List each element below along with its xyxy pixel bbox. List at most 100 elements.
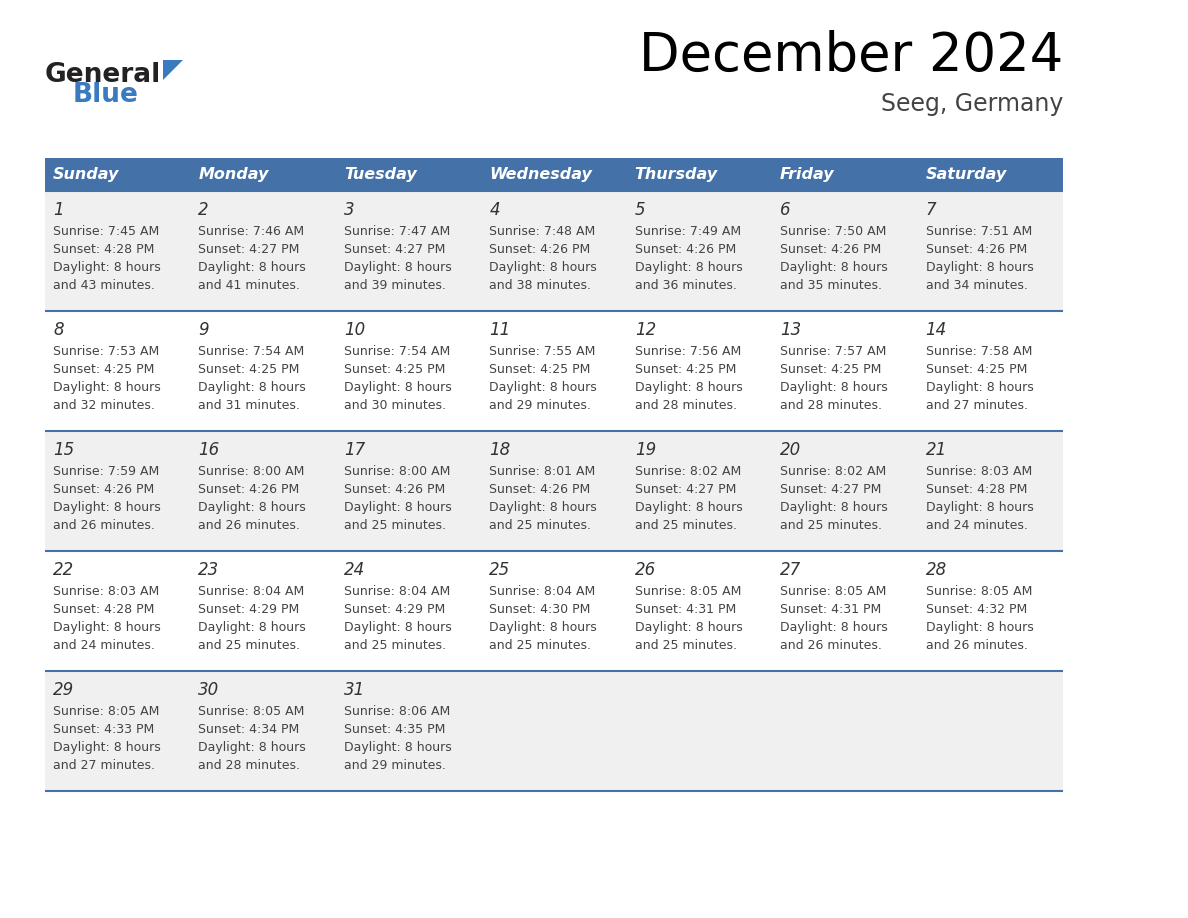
Text: Daylight: 8 hours: Daylight: 8 hours bbox=[53, 501, 160, 514]
Text: Sunset: 4:30 PM: Sunset: 4:30 PM bbox=[489, 603, 590, 616]
Text: 18: 18 bbox=[489, 441, 511, 459]
Text: Sunset: 4:35 PM: Sunset: 4:35 PM bbox=[343, 723, 446, 736]
Text: Sunset: 4:26 PM: Sunset: 4:26 PM bbox=[53, 483, 154, 496]
Text: Sunset: 4:34 PM: Sunset: 4:34 PM bbox=[198, 723, 299, 736]
Text: 28: 28 bbox=[925, 561, 947, 579]
Text: 20: 20 bbox=[781, 441, 802, 459]
Text: 30: 30 bbox=[198, 681, 220, 699]
Text: Sunrise: 8:06 AM: Sunrise: 8:06 AM bbox=[343, 705, 450, 718]
Text: Sunday: Sunday bbox=[53, 167, 119, 182]
Text: Sunset: 4:26 PM: Sunset: 4:26 PM bbox=[781, 243, 881, 256]
Text: and 24 minutes.: and 24 minutes. bbox=[925, 519, 1028, 532]
Text: Daylight: 8 hours: Daylight: 8 hours bbox=[925, 621, 1034, 634]
Text: Daylight: 8 hours: Daylight: 8 hours bbox=[634, 621, 742, 634]
Text: and 25 minutes.: and 25 minutes. bbox=[343, 519, 446, 532]
Text: Sunset: 4:25 PM: Sunset: 4:25 PM bbox=[781, 363, 881, 376]
Text: Sunrise: 7:46 AM: Sunrise: 7:46 AM bbox=[198, 225, 304, 238]
Text: and 43 minutes.: and 43 minutes. bbox=[53, 279, 154, 292]
Text: Daylight: 8 hours: Daylight: 8 hours bbox=[343, 741, 451, 754]
Text: and 27 minutes.: and 27 minutes. bbox=[53, 759, 154, 772]
Text: Sunrise: 8:02 AM: Sunrise: 8:02 AM bbox=[634, 465, 741, 478]
Text: Sunset: 4:28 PM: Sunset: 4:28 PM bbox=[53, 243, 154, 256]
Text: Sunrise: 7:47 AM: Sunrise: 7:47 AM bbox=[343, 225, 450, 238]
Text: Daylight: 8 hours: Daylight: 8 hours bbox=[198, 381, 307, 394]
Text: Sunset: 4:25 PM: Sunset: 4:25 PM bbox=[53, 363, 154, 376]
Text: and 38 minutes.: and 38 minutes. bbox=[489, 279, 592, 292]
Bar bbox=[45, 191, 1063, 311]
Text: 11: 11 bbox=[489, 321, 511, 339]
Text: 9: 9 bbox=[198, 321, 209, 339]
Text: and 28 minutes.: and 28 minutes. bbox=[634, 399, 737, 412]
Text: 23: 23 bbox=[198, 561, 220, 579]
Text: Daylight: 8 hours: Daylight: 8 hours bbox=[198, 621, 307, 634]
Text: 2: 2 bbox=[198, 201, 209, 219]
Text: Daylight: 8 hours: Daylight: 8 hours bbox=[53, 261, 160, 274]
Bar bbox=[45, 158, 1063, 191]
Text: General: General bbox=[45, 62, 162, 88]
Text: Sunrise: 7:45 AM: Sunrise: 7:45 AM bbox=[53, 225, 159, 238]
Text: Friday: Friday bbox=[781, 167, 835, 182]
Text: Seeg, Germany: Seeg, Germany bbox=[880, 92, 1063, 116]
Text: and 26 minutes.: and 26 minutes. bbox=[925, 639, 1028, 652]
Bar bbox=[45, 671, 1063, 791]
Text: Daylight: 8 hours: Daylight: 8 hours bbox=[925, 261, 1034, 274]
Text: Sunrise: 7:58 AM: Sunrise: 7:58 AM bbox=[925, 345, 1032, 358]
Text: 12: 12 bbox=[634, 321, 656, 339]
Text: and 25 minutes.: and 25 minutes. bbox=[198, 639, 301, 652]
Text: Sunrise: 8:00 AM: Sunrise: 8:00 AM bbox=[198, 465, 305, 478]
Text: Daylight: 8 hours: Daylight: 8 hours bbox=[634, 381, 742, 394]
Text: 27: 27 bbox=[781, 561, 802, 579]
Text: Daylight: 8 hours: Daylight: 8 hours bbox=[489, 381, 598, 394]
Text: 26: 26 bbox=[634, 561, 656, 579]
Text: and 41 minutes.: and 41 minutes. bbox=[198, 279, 301, 292]
Text: Sunrise: 8:04 AM: Sunrise: 8:04 AM bbox=[489, 585, 595, 598]
Text: Sunrise: 7:48 AM: Sunrise: 7:48 AM bbox=[489, 225, 595, 238]
Text: and 27 minutes.: and 27 minutes. bbox=[925, 399, 1028, 412]
Text: 17: 17 bbox=[343, 441, 365, 459]
Text: Saturday: Saturday bbox=[925, 167, 1006, 182]
Text: 15: 15 bbox=[53, 441, 74, 459]
Text: Sunrise: 8:05 AM: Sunrise: 8:05 AM bbox=[53, 705, 159, 718]
Text: Sunset: 4:27 PM: Sunset: 4:27 PM bbox=[343, 243, 446, 256]
Text: 6: 6 bbox=[781, 201, 791, 219]
Text: and 32 minutes.: and 32 minutes. bbox=[53, 399, 154, 412]
Text: Sunrise: 7:50 AM: Sunrise: 7:50 AM bbox=[781, 225, 886, 238]
Text: 24: 24 bbox=[343, 561, 365, 579]
Text: Thursday: Thursday bbox=[634, 167, 718, 182]
Text: Daylight: 8 hours: Daylight: 8 hours bbox=[343, 261, 451, 274]
Text: Sunset: 4:26 PM: Sunset: 4:26 PM bbox=[343, 483, 446, 496]
Text: 31: 31 bbox=[343, 681, 365, 699]
Text: Daylight: 8 hours: Daylight: 8 hours bbox=[198, 261, 307, 274]
Text: Sunset: 4:28 PM: Sunset: 4:28 PM bbox=[53, 603, 154, 616]
Text: Sunset: 4:29 PM: Sunset: 4:29 PM bbox=[343, 603, 446, 616]
Text: Sunrise: 7:54 AM: Sunrise: 7:54 AM bbox=[198, 345, 304, 358]
Text: 5: 5 bbox=[634, 201, 645, 219]
Text: Sunset: 4:25 PM: Sunset: 4:25 PM bbox=[198, 363, 299, 376]
Text: Daylight: 8 hours: Daylight: 8 hours bbox=[781, 381, 887, 394]
Bar bbox=[45, 551, 1063, 671]
Text: Daylight: 8 hours: Daylight: 8 hours bbox=[489, 621, 598, 634]
Text: and 25 minutes.: and 25 minutes. bbox=[634, 639, 737, 652]
Text: Sunrise: 7:56 AM: Sunrise: 7:56 AM bbox=[634, 345, 741, 358]
Text: Daylight: 8 hours: Daylight: 8 hours bbox=[781, 261, 887, 274]
Text: Sunrise: 8:02 AM: Sunrise: 8:02 AM bbox=[781, 465, 886, 478]
Text: and 28 minutes.: and 28 minutes. bbox=[781, 399, 883, 412]
Text: and 25 minutes.: and 25 minutes. bbox=[781, 519, 883, 532]
Text: Daylight: 8 hours: Daylight: 8 hours bbox=[925, 381, 1034, 394]
Text: and 25 minutes.: and 25 minutes. bbox=[489, 519, 592, 532]
Text: Sunrise: 8:04 AM: Sunrise: 8:04 AM bbox=[198, 585, 304, 598]
Text: 13: 13 bbox=[781, 321, 802, 339]
Text: Daylight: 8 hours: Daylight: 8 hours bbox=[781, 621, 887, 634]
Text: and 39 minutes.: and 39 minutes. bbox=[343, 279, 446, 292]
Text: Sunset: 4:25 PM: Sunset: 4:25 PM bbox=[925, 363, 1026, 376]
Text: Sunset: 4:25 PM: Sunset: 4:25 PM bbox=[343, 363, 446, 376]
Text: Sunrise: 7:57 AM: Sunrise: 7:57 AM bbox=[781, 345, 886, 358]
Text: Daylight: 8 hours: Daylight: 8 hours bbox=[53, 381, 160, 394]
Text: Daylight: 8 hours: Daylight: 8 hours bbox=[925, 501, 1034, 514]
Text: Sunset: 4:32 PM: Sunset: 4:32 PM bbox=[925, 603, 1026, 616]
Text: Sunrise: 8:05 AM: Sunrise: 8:05 AM bbox=[634, 585, 741, 598]
Text: Daylight: 8 hours: Daylight: 8 hours bbox=[53, 621, 160, 634]
Text: and 36 minutes.: and 36 minutes. bbox=[634, 279, 737, 292]
Text: Daylight: 8 hours: Daylight: 8 hours bbox=[781, 501, 887, 514]
Text: and 30 minutes.: and 30 minutes. bbox=[343, 399, 446, 412]
